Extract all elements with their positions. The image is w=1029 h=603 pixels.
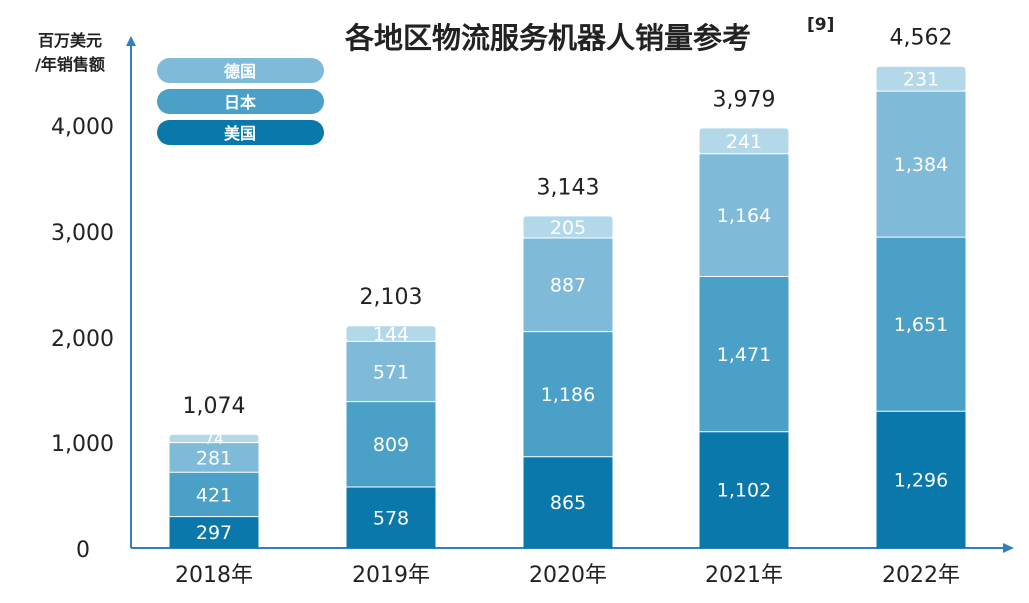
- x-tick-label: 2018年: [175, 563, 253, 588]
- y-tick-label: 2,000: [51, 327, 114, 352]
- bar-segment-other: [169, 434, 259, 443]
- bar-segment-japan: [876, 237, 966, 412]
- legend-item-germany: 德国: [157, 58, 324, 83]
- legend: 德国 日本 美国: [157, 58, 324, 145]
- bar-value-label: 144: [373, 324, 409, 346]
- bar-segment-japan: [346, 401, 436, 488]
- bar-value-label: 1,164: [717, 205, 771, 227]
- chart-title: 各地区物流服务机器人销量参考: [344, 21, 751, 55]
- bar-value-label: 281: [196, 447, 232, 469]
- bar-total-label: 3,979: [713, 87, 776, 112]
- bar-segment-other: [523, 216, 613, 239]
- bar-value-label: 809: [373, 434, 409, 456]
- x-tick-label: 2019年: [352, 563, 430, 588]
- bar-total-label: 4,562: [890, 26, 953, 51]
- bar-segment-other: [346, 326, 436, 342]
- y-tick-label: 1,000: [51, 432, 114, 457]
- bar-segment-japan: [699, 276, 789, 432]
- bar-segment-germany: [346, 341, 436, 402]
- bar-total-label: 3,143: [537, 175, 600, 200]
- x-ticks: 2018年 2019年 2020年 2021年 2022年: [175, 563, 960, 588]
- bar-value-label: 865: [550, 492, 586, 514]
- legend-label-usa: 美国: [224, 124, 256, 143]
- bar-value-label: 1,296: [894, 469, 948, 491]
- bar-value-label: 421: [196, 484, 232, 506]
- y-axis-label-line2: /年销售额: [35, 55, 105, 74]
- bar-value-label: 241: [726, 131, 762, 153]
- chart-title-ref: [9]: [807, 15, 834, 35]
- bar-value-label: 578: [373, 507, 409, 529]
- legend-item-japan: 日本: [157, 89, 324, 114]
- bar-value-label: 1,471: [717, 344, 771, 366]
- bar-value-label: 571: [373, 361, 409, 383]
- bar-total-label: 2,103: [360, 285, 423, 310]
- bar-value-label: 231: [903, 69, 939, 91]
- bar-value-label: 297: [196, 522, 232, 544]
- bar-value-label: 74: [204, 430, 223, 448]
- legend-label-germany: 德国: [224, 62, 256, 81]
- bar-segment-usa: [346, 487, 436, 548]
- bar-value-label: 1,186: [541, 384, 595, 406]
- x-axis-arrow: [1003, 543, 1014, 553]
- bar-value-label: 1,384: [894, 154, 948, 176]
- bar-segment-japan: [523, 331, 613, 457]
- x-tick-label: 2022年: [882, 563, 960, 588]
- y-ticks: 0 1,000 2,000 3,000 4,000: [51, 115, 114, 563]
- bar-segment-usa: [699, 431, 789, 548]
- bar-segment-usa: [523, 456, 613, 548]
- bar-segment-usa: [876, 411, 966, 548]
- y-tick-label: 0: [76, 538, 90, 563]
- legend-swatch-usa: [157, 120, 324, 145]
- bar-segment-japan: [169, 472, 259, 517]
- legend-item-usa: 美国: [157, 120, 324, 145]
- x-tick-label: 2021年: [705, 563, 783, 588]
- bar-segment-germany: [699, 153, 789, 277]
- bar-segment-germany: [169, 442, 259, 473]
- y-axis-label-line1: 百万美元: [38, 31, 102, 50]
- legend-swatch-japan: [157, 89, 324, 114]
- bar-segment-germany: [523, 238, 613, 332]
- bar-segment-usa: [169, 516, 259, 548]
- y-tick-label: 3,000: [51, 221, 114, 246]
- bar-total-label: 1,074: [183, 394, 246, 419]
- bar-segment-germany: [876, 91, 966, 238]
- y-axis-arrow: [126, 36, 136, 46]
- bar-value-label: 205: [550, 217, 586, 239]
- bar-value-label: 887: [550, 275, 586, 297]
- legend-swatch-germany: [157, 58, 324, 83]
- bar-segment-other: [699, 128, 789, 154]
- y-tick-label: 4,000: [51, 115, 114, 140]
- x-tick-label: 2020年: [529, 563, 607, 588]
- bar-value-label: 1,102: [717, 480, 771, 502]
- bar-value-label: 1,651: [894, 314, 948, 336]
- bar-segment-other: [876, 66, 966, 92]
- legend-label-japan: 日本: [224, 93, 256, 112]
